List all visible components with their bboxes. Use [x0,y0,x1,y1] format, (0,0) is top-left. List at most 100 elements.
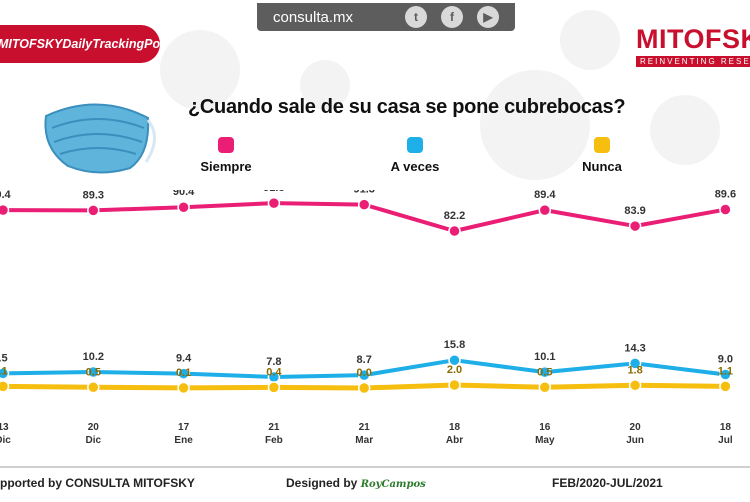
x-tick-month: May [535,435,555,446]
legend-label: Nunca [582,159,622,174]
data-point [177,200,190,214]
data-point [0,203,10,217]
data-label: 0.1 [176,367,191,379]
data-label: 7.8 [266,356,281,368]
data-point [357,368,371,382]
data-label: .1 [0,365,8,377]
data-point [628,379,642,392]
site-link[interactable]: consulta.mx [273,8,354,26]
poll-badge-label: MITOFSKYDailyTrackingPoll [0,37,168,51]
x-tick-month: Mar [355,435,373,446]
data-point [448,353,461,367]
legend-label: A veces [390,159,440,174]
x-tick-day: 18 [449,422,461,433]
mitofsky-logo: MITOFSKY REINVENTING RESE [636,24,750,72]
chart-title: ¿Cuando sale de su casa se pone cubreboc… [188,96,626,118]
face-mask-icon [44,103,156,174]
data-label: 10.2 [83,351,104,363]
x-tick-month: Dic [86,435,102,446]
legend-swatch [407,137,423,153]
data-point [538,381,552,394]
data-point [267,196,281,210]
data-label: 0.5 [86,366,101,378]
footer-bar [0,466,750,502]
data-label: 90.4 [173,190,195,198]
data-point [719,368,732,381]
x-tick-day: 20 [88,422,100,433]
data-point [448,378,461,392]
x-tick-month: Dic [0,435,11,446]
logo-subtitle: REINVENTING RESE [636,56,750,67]
data-label: 1.1 [718,365,733,377]
data-point [719,380,732,393]
footer-designer: RoyCampos [360,479,426,490]
data-point [177,367,190,380]
data-point [448,224,461,238]
x-tick-day: 21 [359,422,371,433]
data-label: 9.4 [0,190,12,201]
legend-swatch [594,137,610,153]
data-label: 91.3 [353,190,374,196]
data-point [357,381,371,395]
data-label: 89.6 [715,190,736,201]
data-point [267,381,281,394]
poll-badge: MITOFSKYDailyTrackingPoll [0,25,167,63]
data-label: 82.2 [444,210,465,222]
footer-range: FEB/2020-JUL/2021 [552,476,663,490]
data-label: 8.7 [357,354,372,366]
twitter-icon[interactable]: t [405,6,427,28]
data-point [538,203,552,217]
data-point [628,357,642,370]
x-tick-day: 16 [539,422,551,433]
data-label: 15.8 [444,339,465,351]
x-tick-day: 21 [268,422,280,433]
data-label: 10.1 [534,351,555,363]
virus-decoration [650,95,720,165]
data-label: .5 [0,352,8,364]
data-label: 2.0 [447,364,462,376]
data-label: 9.4 [176,353,192,365]
x-tick-month: Jun [626,435,644,446]
legend-siempre: Siempre [200,137,252,174]
virus-decoration [480,70,590,180]
virus-decoration [300,60,350,110]
x-tick-day: 17 [178,422,190,433]
x-tick-month: Jul [718,435,733,446]
data-point [177,381,190,395]
data-label: 89.3 [83,190,104,201]
x-tick-month: Ene [174,435,193,446]
data-point [0,380,10,393]
x-tick-day: 13 [0,422,9,433]
x-tick-month: Abr [446,435,463,446]
data-label: 14.3 [624,342,645,354]
footer-supported: pported by CONSULTA MITOFSKY [0,476,195,490]
data-label: 89.4 [534,190,556,201]
data-point [0,367,10,380]
data-point [719,203,732,216]
legend-nunca: Nunca [576,137,628,174]
top-bar: consulta.mx t f ▶ [257,3,515,31]
line-chart: 9.4 89.3 90.4 91.8 91.3 82.2 89.4 83.9 89.6 .5 10.… [0,190,736,446]
legend-a-veces: A veces [389,137,441,174]
x-tick-day: 20 [630,422,642,433]
data-point [87,381,100,394]
logo-text: MITOFSKY [636,24,750,54]
youtube-icon[interactable]: ▶ [477,6,499,28]
data-point [357,198,371,211]
virus-decoration [160,30,240,110]
facebook-icon[interactable]: f [441,6,463,28]
footer-designed-label: Designed by [286,476,358,490]
data-label: 0.5 [537,366,552,378]
legend-swatch [218,137,234,153]
data-label: 0.0 [357,367,372,379]
footer-designed: Designed by RoyCampos [286,476,426,490]
x-tick-month: Feb [265,435,283,446]
data-point [628,219,642,233]
data-label: 83.9 [624,205,645,217]
data-point [87,204,100,217]
virus-decoration [560,10,620,70]
data-point [87,365,100,379]
data-label: 9.0 [718,353,733,365]
data-label: 1.8 [627,364,642,376]
data-label: 91.8 [263,190,284,194]
